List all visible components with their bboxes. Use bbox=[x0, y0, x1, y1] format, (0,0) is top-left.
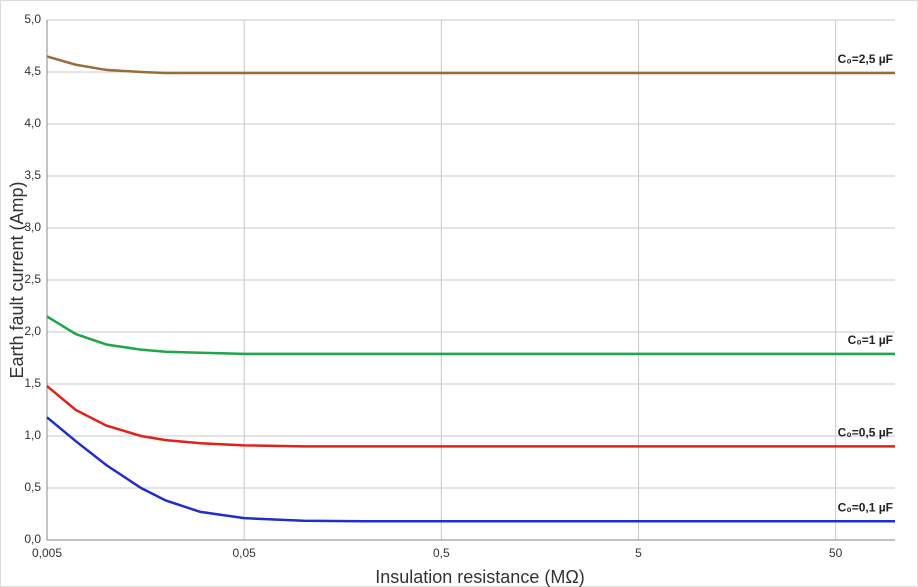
series-label: C₀=0,1 µF bbox=[838, 500, 893, 514]
series-line bbox=[46, 55, 895, 75]
x-tick-label: 0,005 bbox=[32, 546, 62, 560]
y-tick-label: 5,0 bbox=[24, 12, 41, 26]
y-tick-label: 1,5 bbox=[24, 376, 41, 390]
y-tick-label: 2,0 bbox=[24, 324, 41, 338]
series-label: C₀=2,5 µF bbox=[838, 52, 893, 66]
series-line bbox=[46, 315, 895, 356]
y-tick-label: 4,0 bbox=[24, 116, 41, 130]
y-axis-title: Earth fault current (Amp) bbox=[7, 181, 27, 378]
y-tick-label: 4,5 bbox=[24, 64, 41, 78]
x-tick-label: 5 bbox=[635, 546, 642, 560]
y-tick-label: 2,5 bbox=[24, 272, 41, 286]
x-tick-label: 0,5 bbox=[433, 546, 450, 560]
y-tick-label: 0,5 bbox=[24, 480, 41, 494]
series-label: C₀=1 µF bbox=[848, 333, 893, 347]
y-tick-label: 3,0 bbox=[24, 220, 41, 234]
series-line bbox=[46, 385, 895, 448]
x-tick-label: 0,05 bbox=[232, 546, 256, 560]
series-label: C₀=0,5 µF bbox=[838, 426, 893, 440]
y-tick-label: 3,5 bbox=[24, 168, 41, 182]
x-axis-title: Insulation resistance (MΩ) bbox=[375, 567, 585, 587]
y-tick-label: 0,0 bbox=[24, 532, 41, 546]
y-tick-label: 1,0 bbox=[24, 428, 41, 442]
x-tick-label: 50 bbox=[829, 546, 843, 560]
series-line bbox=[46, 416, 895, 523]
